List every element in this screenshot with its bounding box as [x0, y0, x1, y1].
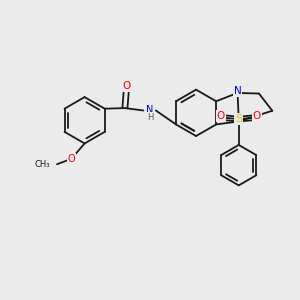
Text: O: O [217, 111, 225, 121]
Text: N: N [234, 86, 242, 96]
Text: O: O [68, 154, 75, 164]
Text: H: H [147, 112, 153, 122]
Text: S: S [235, 114, 242, 124]
Text: O: O [252, 111, 261, 121]
Text: O: O [122, 81, 130, 91]
Text: CH₃: CH₃ [34, 160, 50, 169]
Text: N: N [146, 105, 154, 115]
